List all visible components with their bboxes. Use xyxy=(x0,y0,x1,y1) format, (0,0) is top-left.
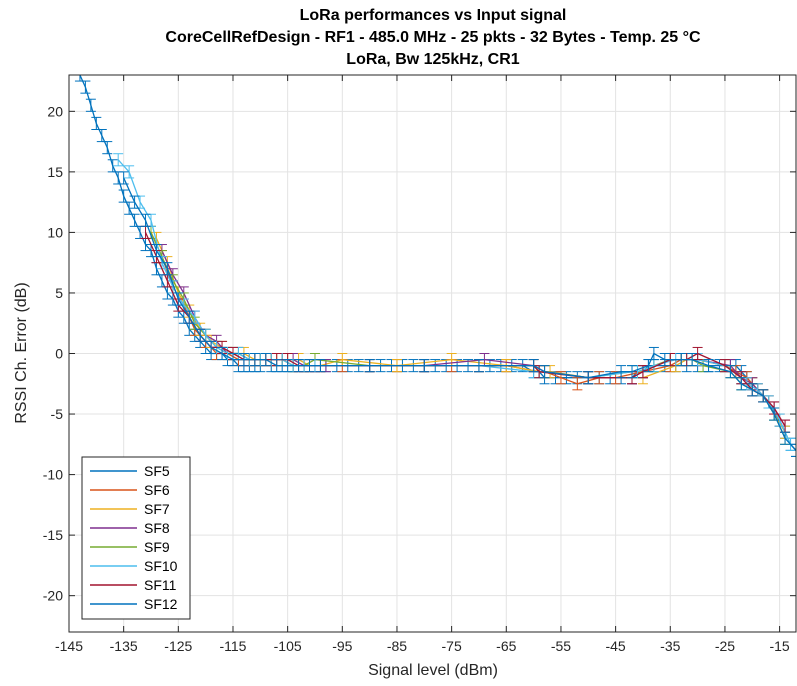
errorbar-sf12 xyxy=(736,377,747,391)
legend: SF5 SF6 SF7 SF8 SF9 SF10 SF11 SF12 xyxy=(81,456,191,620)
errorbar-sf12 xyxy=(747,383,758,397)
y-tick-label: -5 xyxy=(51,406,64,422)
errorbar-sf12 xyxy=(227,353,238,367)
errorbar-sf12 xyxy=(627,365,638,379)
x-tick-label: -145 xyxy=(55,638,83,654)
errorbar-sf12 xyxy=(791,443,796,457)
errorbar-sf12 xyxy=(780,431,791,445)
x-tick-label: -135 xyxy=(110,638,138,654)
x-tick-label: -85 xyxy=(387,638,407,654)
series-line-sf12 xyxy=(123,177,796,451)
chart-title-line-2: CoreCellRefDesign - RF1 - 485.0 MHz - 25… xyxy=(165,29,701,46)
errorbar-sf12 xyxy=(140,213,151,227)
errorbar-sf12 xyxy=(583,371,594,385)
chart-title-line-1: LoRa performances vs Input signal xyxy=(300,7,567,24)
errorbar-sf12 xyxy=(260,353,271,367)
legend-box xyxy=(81,456,191,620)
errorbar-sf12 xyxy=(118,171,129,185)
errorbar-sf10 xyxy=(124,165,135,179)
y-tick-label: -20 xyxy=(43,588,63,604)
errorbar-sf12 xyxy=(659,353,670,367)
chart-title-line-3: LoRa, Bw 125kHz, CR1 xyxy=(346,51,519,68)
x-tick-label: -25 xyxy=(715,638,735,654)
errorbar-sf12 xyxy=(758,389,769,403)
errorbar-sf12 xyxy=(217,346,228,361)
x-tick-label: -35 xyxy=(660,638,680,654)
x-tick-label: -125 xyxy=(164,638,192,654)
errorbar-sf12 xyxy=(703,359,714,373)
x-tick-label: -55 xyxy=(551,638,571,654)
legend-label-sf10: SF10 xyxy=(144,558,178,574)
errorbar-sf12 xyxy=(769,407,780,421)
x-tick-label: -45 xyxy=(605,638,625,654)
x-tick-label: -65 xyxy=(496,638,516,654)
errorbar-sf12 xyxy=(528,359,539,373)
legend-label-sf12: SF12 xyxy=(144,596,178,612)
x-tick-label: -115 xyxy=(219,638,246,654)
y-tick-label: 0 xyxy=(55,346,63,362)
errorbar-sf11 xyxy=(692,346,703,361)
errorbar-sf12 xyxy=(616,365,627,379)
axis-ticks: -145 -135 -125 -115 -105 -95 -85 -75 -65 -55 -45 -3… xyxy=(43,75,796,654)
errorbar-sf12 xyxy=(293,359,304,373)
errorbar-sf5 xyxy=(80,80,91,94)
errorbar-sf12 xyxy=(162,262,173,276)
errorbar-sf12 xyxy=(173,292,184,306)
errorbar-sf12 xyxy=(687,353,698,367)
x-tick-label: -105 xyxy=(274,638,302,654)
errorbar-sf12 xyxy=(676,353,687,367)
errorbar-sf12 xyxy=(304,359,315,373)
errorbar-sf12 xyxy=(129,195,140,209)
errorbar-sf12 xyxy=(539,365,550,379)
errorbar-sf12 xyxy=(419,359,430,373)
errorbar-sf12 xyxy=(151,244,162,258)
y-tick-label: -15 xyxy=(43,527,63,543)
y-tick-label: 15 xyxy=(47,164,63,180)
errorbar-sf12 xyxy=(238,353,249,367)
y-tick-label: 5 xyxy=(55,285,63,301)
series-layer xyxy=(74,75,796,457)
series-sf12 xyxy=(118,171,796,457)
errorbar-sf12 xyxy=(282,359,293,373)
x-axis-label: Signal level (dBm) xyxy=(368,662,498,679)
errorbar-sf6 xyxy=(572,377,583,391)
errorbar-sf12 xyxy=(725,365,736,379)
errorbar-sf12 xyxy=(184,310,195,324)
errorbar-sf12 xyxy=(271,359,282,373)
errorbar-sf12 xyxy=(249,353,260,367)
errorbar-sf12 xyxy=(195,328,206,342)
y-tick-label: 10 xyxy=(47,224,63,240)
errorbar-sf12 xyxy=(364,359,375,373)
errorbar-sf12 xyxy=(473,359,484,373)
errorbar-sf10 xyxy=(113,153,124,167)
errorbar-sf5 xyxy=(85,98,96,112)
y-tick-label: -10 xyxy=(43,467,63,483)
legend-label-sf7: SF7 xyxy=(144,501,170,517)
legend-label-sf9: SF9 xyxy=(144,539,170,555)
y-tick-label: 20 xyxy=(47,103,63,119)
legend-label-sf8: SF8 xyxy=(144,520,170,536)
x-tick-label: -95 xyxy=(332,638,352,654)
legend-label-sf5: SF5 xyxy=(144,463,170,479)
errorbar-sf12 xyxy=(315,359,326,373)
errorbar-sf5 xyxy=(102,141,113,155)
legend-label-sf11: SF11 xyxy=(144,577,177,593)
x-tick-label: -75 xyxy=(442,638,462,654)
y-axis-label: RSSI Ch. Error (dB) xyxy=(13,282,30,423)
errorbar-sf12 xyxy=(648,346,659,361)
legend-label-sf6: SF6 xyxy=(144,482,170,498)
x-tick-label: -15 xyxy=(769,638,789,654)
errorbar-sf12 xyxy=(206,340,217,354)
